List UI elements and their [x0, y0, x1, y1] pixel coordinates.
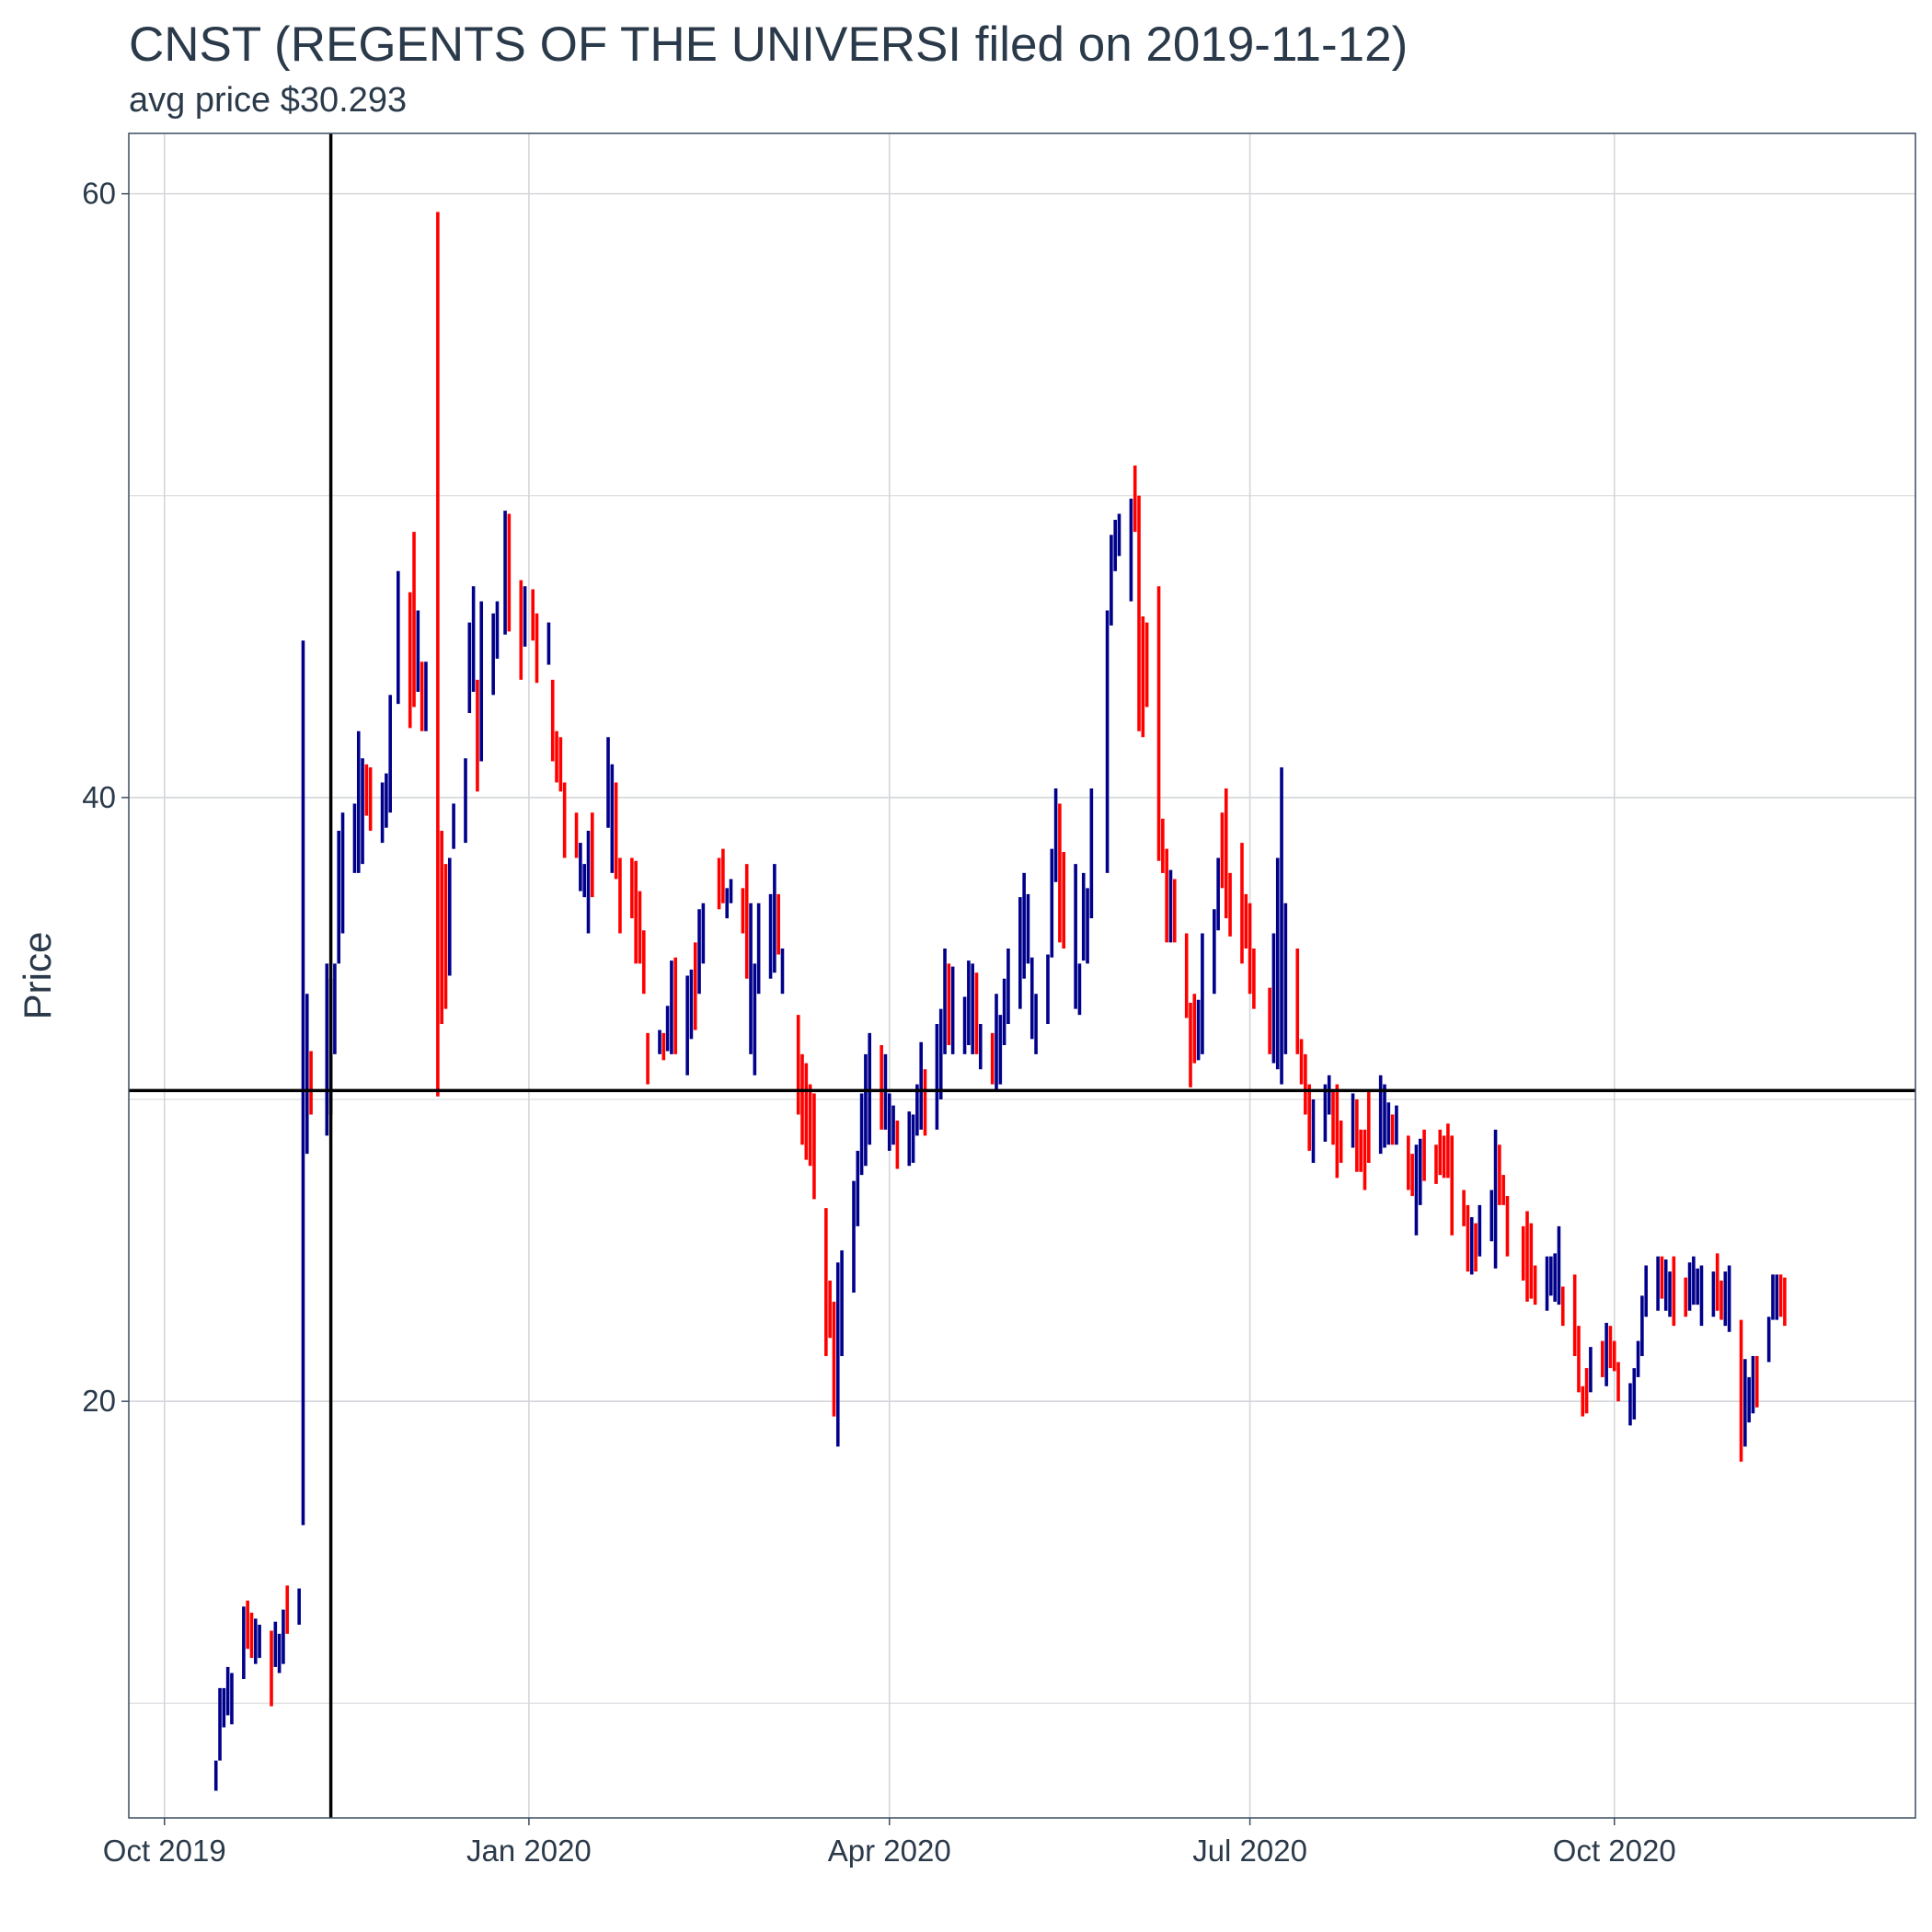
- y-axis-ticks: 20 40 60: [82, 177, 129, 1418]
- y-tick-label: 40: [82, 780, 116, 814]
- chart-title: CNST (REGENTS OF THE UNIVERSI filed on 2…: [129, 17, 1409, 72]
- x-tick-label: Oct 2020: [1553, 1834, 1676, 1868]
- plot-panel-border: [128, 132, 1916, 1819]
- y-axis-title: Price: [16, 932, 59, 1020]
- y-tick-label: 60: [82, 177, 116, 211]
- x-tick-label: Jul 2020: [1192, 1834, 1307, 1868]
- reference-lines: [129, 133, 1915, 1818]
- chart-subtitle: avg price $30.293: [129, 81, 408, 120]
- y-tick-label: 20: [82, 1384, 116, 1418]
- grid-lines: [129, 133, 1915, 1818]
- x-tick-label: Apr 2020: [828, 1834, 951, 1868]
- x-axis-ticks: Oct 2019 Jan 2020 Apr 2020 Jul 2020 Oct 2020: [103, 1818, 1676, 1868]
- x-tick-label: Jan 2020: [466, 1834, 592, 1868]
- x-tick-label: Oct 2019: [103, 1834, 226, 1868]
- price-bars: [213, 212, 1787, 1791]
